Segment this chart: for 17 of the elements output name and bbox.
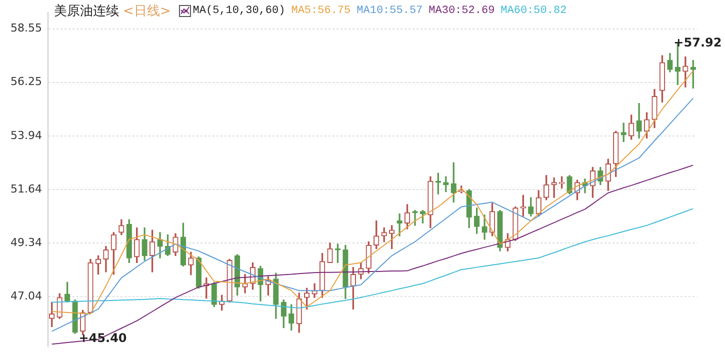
annotation: +57.92 [674,36,722,50]
y-tick-label: 53.94 [10,128,42,142]
text: MA60:50.82 [500,5,567,17]
text: MA10:55.57 [356,5,423,17]
candlestick [551,177,557,198]
y-tick-label: 51.64 [10,182,42,196]
y-tick-label: 47.04 [10,289,42,302]
candlestick [396,213,402,236]
chart-subtitle: <日线> [123,3,171,20]
text: MA5:56.75 [291,5,351,17]
y-tick-label: 56.25 [10,75,42,88]
text: MA30:52.69 [428,5,495,17]
chart-title: 美原油连续 [54,3,119,20]
y-tick-label: 58.55 [10,22,42,35]
legend-title: MA(5,10,30,60) [192,5,286,17]
candlestick [412,210,418,226]
y-tick-label: 49.34 [10,236,42,249]
